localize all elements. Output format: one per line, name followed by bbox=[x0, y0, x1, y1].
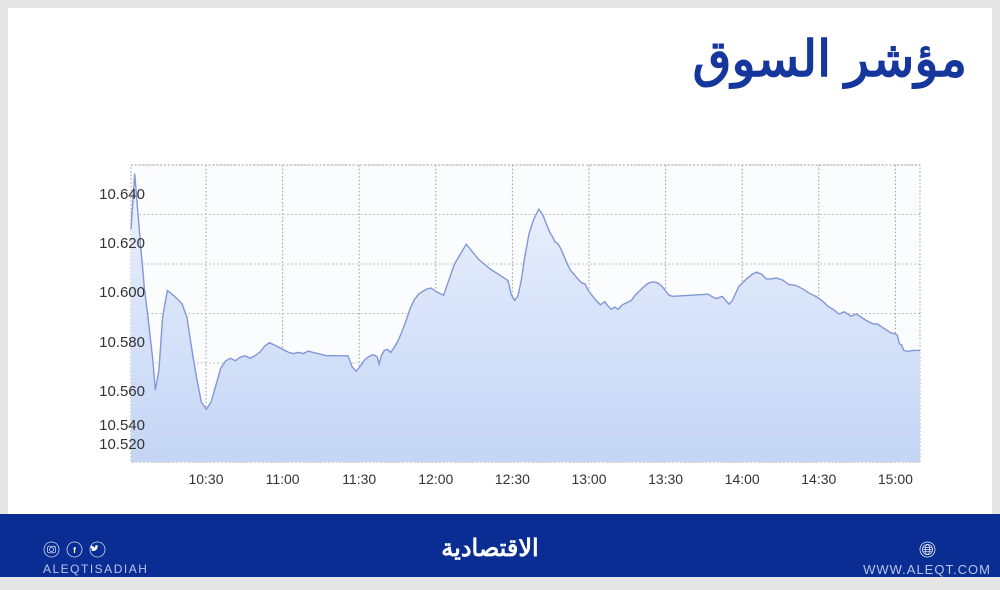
svg-text:13:30: 13:30 bbox=[648, 471, 683, 487]
svg-text:10.580: 10.580 bbox=[99, 334, 145, 351]
svg-text:14:00: 14:00 bbox=[725, 471, 760, 487]
svg-text:10.540: 10.540 bbox=[99, 417, 145, 434]
svg-text:10.520: 10.520 bbox=[99, 436, 145, 453]
svg-text:12:00: 12:00 bbox=[418, 471, 453, 487]
svg-text:15:00: 15:00 bbox=[878, 471, 913, 487]
svg-text:14:30: 14:30 bbox=[801, 471, 836, 487]
svg-text:12:30: 12:30 bbox=[495, 471, 530, 487]
svg-text:13:00: 13:00 bbox=[571, 471, 606, 487]
svg-text:10.600: 10.600 bbox=[99, 284, 145, 301]
svg-text:10.560: 10.560 bbox=[99, 383, 145, 400]
svg-text:10:30: 10:30 bbox=[188, 471, 223, 487]
svg-text:f: f bbox=[73, 545, 76, 555]
svg-text:10.620: 10.620 bbox=[99, 235, 145, 252]
svg-text:11:30: 11:30 bbox=[342, 471, 376, 487]
svg-text:10.640: 10.640 bbox=[99, 186, 145, 203]
svg-text:11:00: 11:00 bbox=[266, 471, 300, 487]
